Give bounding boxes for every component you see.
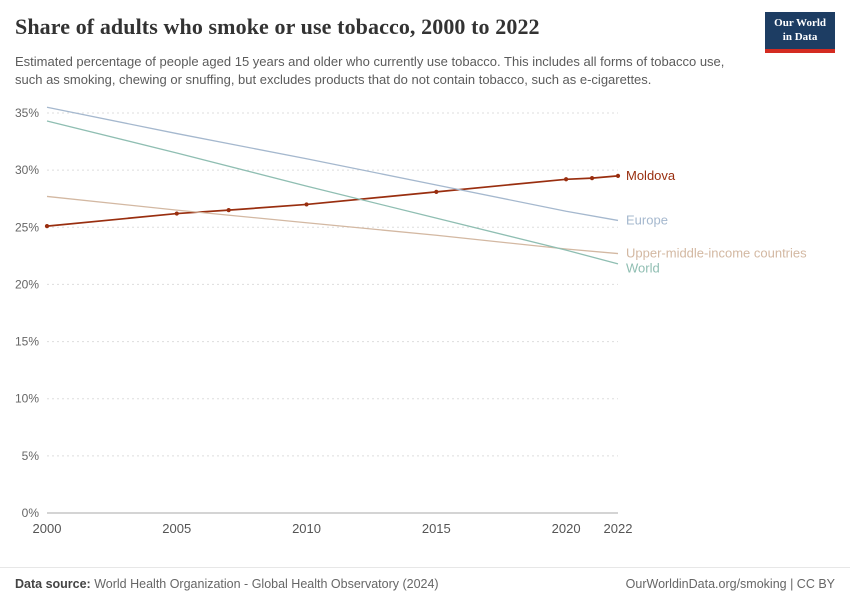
chart-canvas: 0% 5% 10% 15% 20% 25% 30% 35% 2000 2005 2010 2015 20… <box>15 106 807 536</box>
y-axis-tick-label: 5% <box>22 449 40 463</box>
data-source: Data source: World Health Organization -… <box>15 577 439 591</box>
x-axis-tick-label: 2015 <box>422 521 451 536</box>
y-axis-tick-label: 25% <box>15 221 39 235</box>
x-axis-tick-label: 2010 <box>292 521 321 536</box>
chart-footer: Data source: World Health Organization -… <box>0 567 850 600</box>
series-line-upper-middle-income-countries <box>46 196 619 255</box>
owid-logo: Our World in Data <box>765 12 835 53</box>
y-axis-tick-label: 20% <box>15 278 39 292</box>
series-label-world[interactable]: World <box>626 261 660 276</box>
y-axis-tick-label: 35% <box>15 106 39 120</box>
series-line-europe <box>46 107 619 222</box>
owid-logo-line1: Our World <box>774 17 826 29</box>
series-label-upper-middle-income-countries[interactable]: Upper-middle-income countries <box>626 246 807 261</box>
y-axis-tick-label: 0% <box>22 506 40 520</box>
x-axis-tick-label: 2005 <box>162 521 191 536</box>
x-axis-tick-label: 2020 <box>552 521 581 536</box>
data-source-text: World Health Organization - Global Healt… <box>94 577 439 591</box>
data-point-marker <box>44 224 50 229</box>
series-line-world <box>46 120 619 265</box>
series-label-europe[interactable]: Europe <box>626 213 668 228</box>
series-line-moldova <box>46 175 619 228</box>
data-source-label: Data source: <box>15 577 91 591</box>
owid-logo-line2: in Data <box>782 30 818 43</box>
page-title: Share of adults who smoke or use tobacco… <box>15 14 540 39</box>
y-axis-tick-label: 30% <box>15 164 39 178</box>
data-point-marker <box>589 176 595 181</box>
data-point-marker <box>615 174 621 179</box>
data-point-marker <box>563 177 569 182</box>
x-axis-tick-label: 2000 <box>33 521 62 536</box>
y-axis-tick-label: 15% <box>15 335 39 349</box>
data-point-marker <box>434 190 439 195</box>
attribution-link[interactable]: OurWorldinData.org/smoking | CC BY <box>625 577 835 591</box>
line-chart: 0% 5% 10% 15% 20% 25% 30% 35% 2000 2005 2010 2015 20… <box>0 89 850 567</box>
data-point-marker <box>304 202 309 207</box>
chart-subtitle: Estimated percentage of people aged 15 y… <box>15 53 725 87</box>
x-axis-tick-label: 2022 <box>604 521 633 536</box>
chart-header: Share of adults who smoke or use tobacco… <box>0 0 850 89</box>
data-point-marker <box>174 211 179 217</box>
series-label-moldova[interactable]: Moldova <box>626 168 676 183</box>
data-point-marker <box>226 208 231 213</box>
y-axis-tick-label: 10% <box>15 392 39 406</box>
